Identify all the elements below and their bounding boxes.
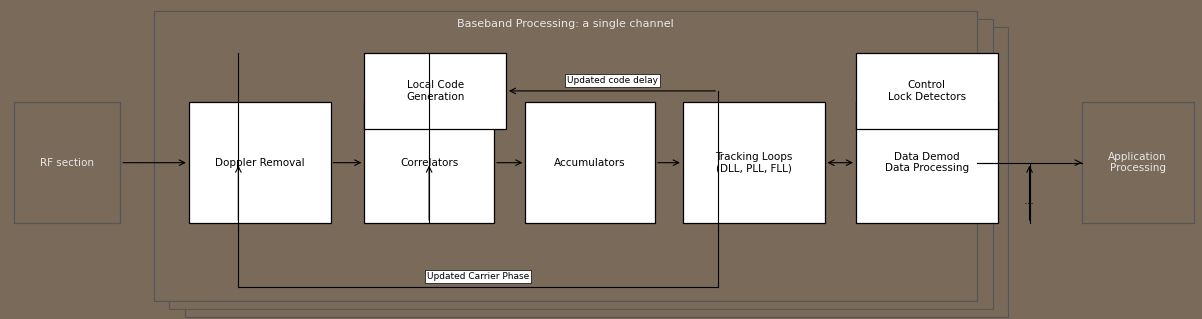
Text: Tracking Loops
(DLL, PLL, FLL): Tracking Loops (DLL, PLL, FLL) — [715, 152, 792, 174]
Text: Baseband Processing: a single channel: Baseband Processing: a single channel — [457, 19, 674, 29]
Text: Data Demod
Data Processing: Data Demod Data Processing — [885, 152, 969, 174]
Text: Doppler Removal: Doppler Removal — [215, 158, 304, 168]
FancyBboxPatch shape — [169, 19, 993, 309]
Text: Updated code delay: Updated code delay — [566, 76, 657, 85]
FancyBboxPatch shape — [14, 102, 120, 223]
FancyBboxPatch shape — [856, 102, 998, 223]
Text: Control
Lock Detectors: Control Lock Detectors — [888, 80, 965, 102]
FancyBboxPatch shape — [525, 102, 655, 223]
Text: Correlators: Correlators — [400, 158, 458, 168]
FancyBboxPatch shape — [189, 102, 331, 223]
FancyBboxPatch shape — [364, 53, 506, 129]
FancyBboxPatch shape — [1082, 102, 1194, 223]
Text: Application
Processing: Application Processing — [1108, 152, 1167, 174]
FancyBboxPatch shape — [154, 11, 977, 301]
FancyBboxPatch shape — [683, 102, 825, 223]
Text: RF section: RF section — [41, 158, 94, 168]
Text: Updated Carrier Phase: Updated Carrier Phase — [427, 272, 529, 281]
Text: Accumulators: Accumulators — [554, 158, 626, 168]
FancyBboxPatch shape — [856, 53, 998, 129]
FancyBboxPatch shape — [185, 27, 1008, 317]
Text: Local Code
Generation: Local Code Generation — [406, 80, 464, 102]
Text: ...: ... — [1024, 196, 1035, 206]
FancyBboxPatch shape — [364, 102, 494, 223]
